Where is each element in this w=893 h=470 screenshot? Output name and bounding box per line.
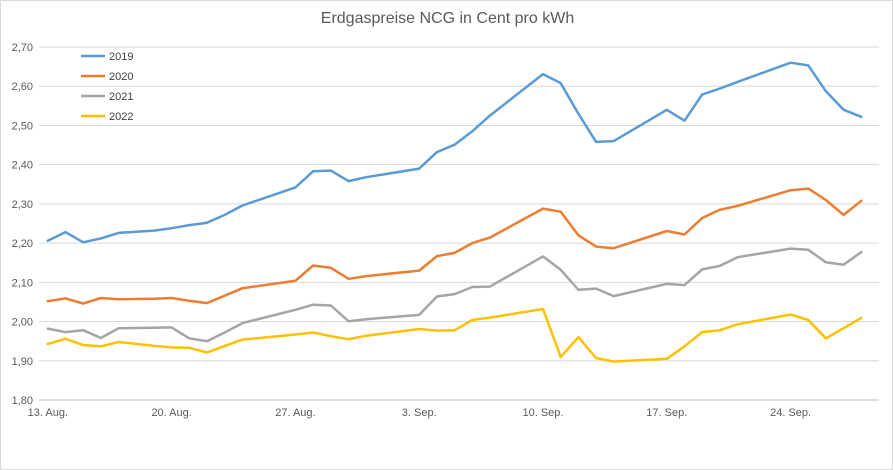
y-tick-label: 2,00: [12, 317, 33, 329]
legend-label-2021: 2021: [109, 91, 133, 103]
y-tick-label: 2,50: [12, 120, 33, 132]
legend-label-2020: 2020: [109, 71, 133, 83]
legend-label-2022: 2022: [109, 111, 133, 123]
legend-label-2019: 2019: [109, 51, 133, 63]
y-tick-label: 2,20: [12, 238, 33, 250]
x-tick-label: 27. Aug.: [275, 407, 315, 419]
y-tick-label: 2,60: [12, 81, 33, 93]
y-tick-label: 1,80: [12, 395, 33, 407]
x-tick-label: 24. Sep.: [770, 407, 811, 419]
x-tick-label: 13. Aug.: [28, 407, 68, 419]
series-line-2021: [46, 247, 863, 343]
y-tick-label: 2,70: [12, 42, 33, 54]
y-tick-label: 2,30: [12, 199, 33, 211]
series-line-2022: [46, 307, 863, 363]
x-tick-label: 10. Sep.: [523, 407, 564, 419]
y-tick-label: 2,40: [12, 160, 33, 172]
x-tick-label: 17. Sep.: [646, 407, 687, 419]
x-tick-label: 20. Aug.: [151, 407, 191, 419]
series-line-2019: [46, 61, 863, 244]
series-line-2020: [46, 187, 863, 305]
chart-title: Erdgaspreise NCG in Cent pro kWh: [320, 10, 575, 27]
y-tick-label: 2,10: [12, 277, 33, 289]
y-tick-label: 1,90: [12, 356, 33, 368]
x-tick-label: 3. Sep.: [402, 407, 437, 419]
